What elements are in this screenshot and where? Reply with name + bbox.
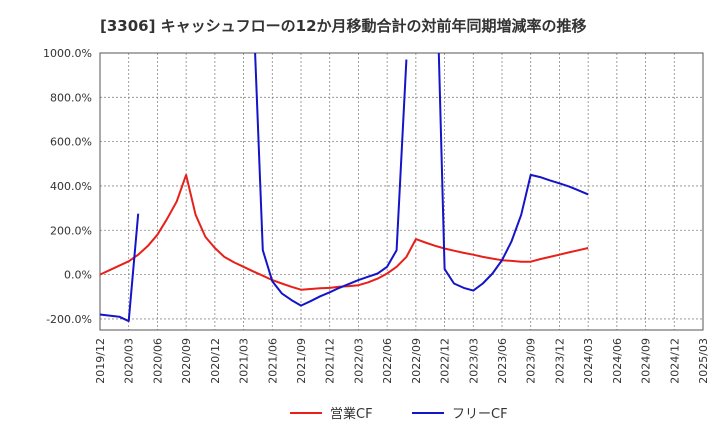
plot-area: [99, 52, 704, 331]
x-tick-label: 2023/09: [525, 338, 538, 384]
chart-title: [3306] キャッシュフローの12か月移動合計の対前年同期増減率の推移: [100, 17, 587, 35]
series-line-1: [254, 52, 408, 307]
x-axis: 2019/12 2020/03 2020/06 2020/09 2020/12 2021/…: [94, 338, 710, 384]
series-line-0: [99, 173, 589, 291]
x-tick-label: 2023/06: [496, 338, 509, 384]
x-tick-label: 2023/12: [553, 338, 566, 384]
x-tick-label: 2024/12: [668, 338, 681, 384]
x-tick-label: 2020/09: [180, 338, 193, 384]
x-tick-label: 2022/03: [352, 338, 365, 384]
legend-label-0: 営業CF: [330, 406, 373, 422]
x-tick-label: 2022/09: [410, 338, 423, 384]
series-line-1: [99, 213, 140, 323]
series-line-1: [437, 52, 589, 292]
x-tick-label: 2022/12: [439, 338, 452, 384]
x-tick-label: 2024/06: [611, 338, 624, 384]
x-tick-label: 2021/06: [266, 338, 279, 384]
y-tick-label: -200.0%: [46, 313, 92, 326]
x-tick-label: 2025/03: [697, 338, 710, 384]
x-tick-label: 2021/12: [324, 338, 337, 384]
x-tick-label: 2023/03: [467, 338, 480, 384]
y-tick-label: 600.0%: [50, 136, 92, 149]
y-tick-label: 0.0%: [64, 269, 92, 282]
x-tick-label: 2021/09: [295, 338, 308, 384]
y-axis: 1000.0% 800.0% 600.0% 400.0% 200.0% 0.0% -200.…: [43, 47, 92, 326]
y-tick-label: 1000.0%: [43, 47, 92, 60]
legend: 営業CF フリーCF: [290, 406, 508, 422]
y-tick-label: 400.0%: [50, 180, 92, 193]
x-tick-label: 2024/03: [582, 338, 595, 384]
y-tick-label: 800.0%: [50, 91, 92, 104]
legend-label-1: フリーCF: [452, 407, 508, 422]
x-tick-label: 2020/06: [151, 338, 164, 384]
series-lines: [99, 52, 589, 323]
x-tick-label: 2020/12: [209, 338, 222, 384]
x-tick-label: 2019/12: [94, 338, 107, 384]
y-tick-label: 200.0%: [50, 224, 92, 237]
x-tick-label: 2021/03: [238, 338, 251, 384]
x-tick-label: 2024/09: [640, 338, 653, 384]
x-tick-label: 2020/03: [123, 338, 136, 384]
x-tick-label: 2022/06: [381, 338, 394, 384]
